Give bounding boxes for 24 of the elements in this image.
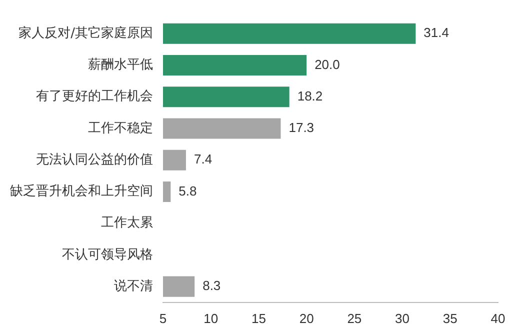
y-tick-label: 有了更好的工作机会 [36, 89, 153, 104]
y-tick-label: 工作不稳定 [88, 120, 153, 136]
x-tick-label: 10 [204, 310, 218, 326]
y-tick-label: 不认可领导风格 [62, 247, 153, 262]
y-tick-label: 工作太累 [101, 216, 153, 231]
y-tick-label: 缺乏晋升机会和上升空间 [10, 184, 153, 200]
y-tick-label: 家人反对/其它家庭原因 [18, 24, 153, 41]
x-tick-label: 20 [299, 310, 314, 326]
x-tick-label: 5 [159, 310, 167, 326]
y-tick-label: 说不清 [114, 278, 153, 294]
data-label: 5.8 [178, 183, 197, 198]
data-label: 18.2 [297, 88, 323, 104]
x-tick-label: 25 [347, 310, 362, 326]
data-label: 20.0 [314, 56, 340, 72]
y-tick-label: 无法认同公益的价值 [36, 152, 153, 168]
x-tick-label: 30 [395, 310, 410, 326]
x-tick-label: 40 [490, 310, 506, 326]
data-label: 17.3 [288, 120, 314, 136]
y-tick-label: 薪酬水平低 [88, 58, 153, 73]
x-tick-label: 35 [442, 310, 458, 326]
data-label: 31.4 [424, 25, 449, 40]
x-tick-label: 15 [251, 310, 266, 326]
data-label: 8.3 [202, 278, 221, 294]
data-label: 7.4 [194, 152, 212, 167]
